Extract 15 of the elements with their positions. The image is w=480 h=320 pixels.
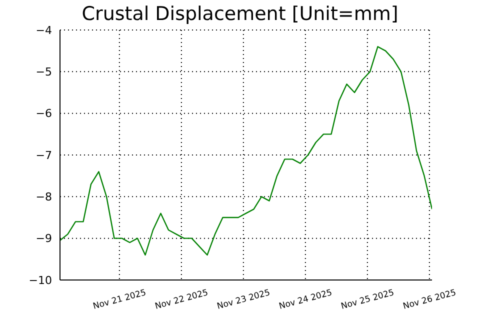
y-tick-label: −10 (28, 274, 52, 287)
x-tick-label: Nov 26 2025 (402, 288, 458, 312)
chart-title: Crustal Displacement [Unit=mm] (80, 3, 400, 25)
y-tick-label: −8 (36, 190, 52, 204)
y-tick-label: −7 (36, 148, 52, 162)
x-tick-label: Nov 23 2025 (216, 288, 272, 312)
y-tick-label: −4 (36, 24, 52, 37)
x-tick-label: Nov 25 2025 (340, 288, 396, 312)
line-series (60, 46, 432, 256)
y-tick-label: −6 (36, 107, 52, 120)
y-tick-label: −9 (36, 232, 52, 246)
x-tick-label: Nov 22 2025 (154, 288, 210, 312)
y-tick-label: −5 (36, 66, 52, 79)
x-tick-label: Nov 24 2025 (278, 288, 334, 312)
x-tick-label: Nov 21 2025 (92, 288, 148, 312)
